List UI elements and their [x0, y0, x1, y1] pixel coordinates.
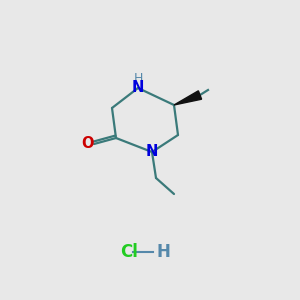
- Text: Cl: Cl: [120, 243, 138, 261]
- Text: H: H: [133, 71, 143, 85]
- Polygon shape: [174, 91, 202, 105]
- Text: N: N: [132, 80, 144, 95]
- Text: H: H: [156, 243, 170, 261]
- Text: O: O: [81, 136, 93, 152]
- Text: N: N: [146, 145, 158, 160]
